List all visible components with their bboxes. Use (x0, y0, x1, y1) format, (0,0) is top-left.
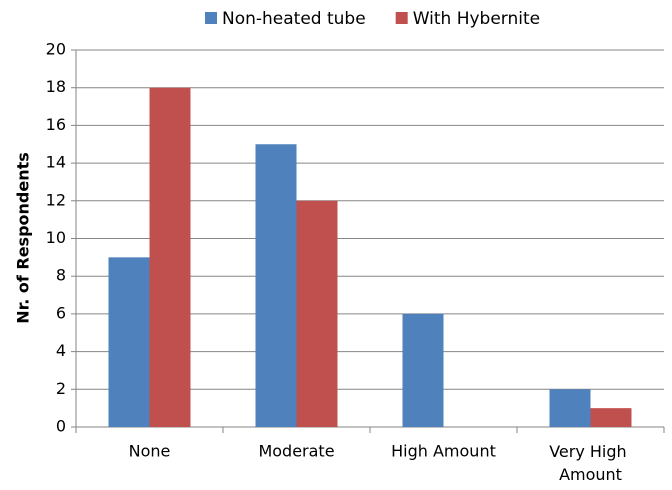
x-tick-label: Very High Amount (549, 442, 632, 484)
y-tick-label: 14 (46, 153, 66, 172)
x-tick-label: None (129, 442, 171, 461)
bar (255, 144, 297, 427)
y-tick-label: 4 (56, 341, 66, 360)
y-tick-label: 16 (46, 115, 66, 134)
bar (108, 257, 150, 427)
legend-label: Non-heated tube (222, 9, 366, 29)
y-tick-label: 6 (56, 303, 66, 322)
legend-label: With Hybernite (413, 9, 540, 29)
bar (402, 313, 444, 427)
x-tick-label: Moderate (258, 442, 334, 461)
y-tick-label: 20 (46, 40, 66, 59)
bar (590, 408, 632, 427)
y-tick-label: 8 (56, 266, 66, 285)
y-tick-label: 2 (56, 379, 66, 398)
legend-swatch (205, 12, 217, 24)
bar (296, 200, 338, 427)
y-tick-label: 0 (56, 417, 66, 436)
y-tick-label: 12 (46, 190, 66, 209)
y-axis-label: Nr. of Respondents (14, 152, 33, 324)
y-tick-label: 18 (46, 77, 66, 96)
bar (549, 389, 591, 427)
bar (149, 87, 191, 427)
y-tick-label: 10 (46, 228, 66, 247)
legend-swatch (395, 12, 408, 24)
x-tick-label: High Amount (391, 442, 496, 461)
